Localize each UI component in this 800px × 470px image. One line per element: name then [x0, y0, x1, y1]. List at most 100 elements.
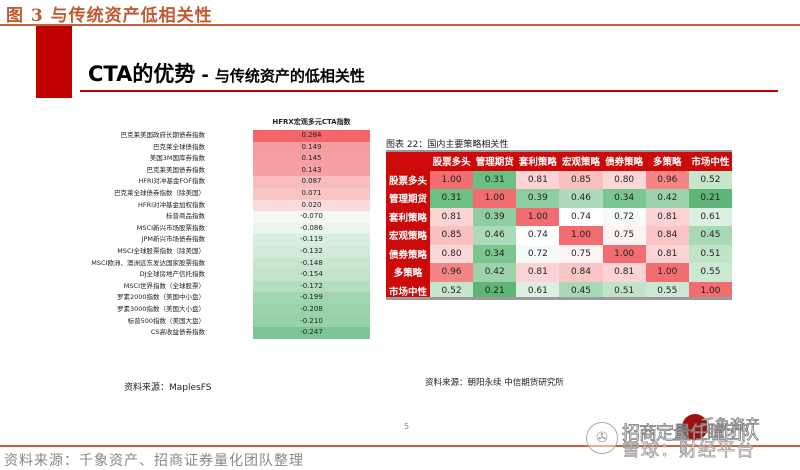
footer-source: 资料来源：千象资产、招商证券量化团队整理: [4, 453, 304, 469]
page-number: 5: [404, 422, 410, 431]
watermark-team: 招商定量任瞳团队: [622, 423, 760, 445]
correlation-cell: 0.46: [559, 189, 603, 208]
correlation-cell: 0.31: [430, 189, 474, 208]
correlation-value: -0.132: [253, 246, 370, 258]
correlation-cell: 0.42: [645, 189, 689, 208]
correlation-cell: 0.55: [645, 281, 689, 300]
row-header: 债券策略: [386, 244, 430, 263]
correlation-cell: 0.51: [688, 244, 732, 263]
row-label: 标普500指数（美国大盘）: [127, 316, 205, 325]
watermark-brand: 千象资产: [700, 416, 761, 435]
row-label: 罗素3000指数（美国大小盘）: [116, 305, 205, 313]
correlation-cell: 0.39: [473, 207, 517, 226]
row-label: 美国3M国库券指数: [149, 154, 205, 163]
correlation-value: 0.071: [253, 188, 370, 200]
row-label: HFRI对冲基金FOF指数: [138, 177, 205, 186]
strategy-table-body: 股票多头 1.00 0.31 0.81 0.85 0.80 0.96 0.52 管理期货 0.31…: [386, 170, 732, 300]
wechat-logo-icon: ✇: [586, 422, 618, 454]
table-row: MSCI新兴市场股票指数 -0.086: [90, 222, 370, 235]
correlation-cell: 0.34: [602, 189, 646, 208]
correlation-cell: 0.21: [473, 281, 517, 300]
row-header: 管理期货: [386, 189, 430, 208]
table-row: JPM新兴市场债券指数 -0.119: [90, 234, 370, 246]
correlation-cell: 0.21: [688, 189, 732, 208]
correlation-cell: 0.80: [430, 244, 474, 263]
table-row: HFRI对冲基金FOF指数 0.087: [90, 176, 370, 188]
slide-title-main: CTA的优势: [88, 62, 196, 86]
correlation-cell: 0.34: [473, 244, 517, 263]
row-label: MSCI欧洲、澳洲远东发达国家股票指数: [91, 258, 205, 267]
row-label: DJ全球房地产信托指数: [139, 270, 205, 279]
table-row: MSCI欧洲、澳洲远东发达国家股票指数 -0.148: [90, 257, 370, 270]
row-header: 套利策略: [386, 207, 430, 226]
correlation-cell: 0.74: [516, 226, 560, 245]
column-header: 管理期货: [473, 152, 517, 171]
correlation-cell: 1.00: [645, 263, 689, 282]
correlation-value: -0.199: [253, 292, 370, 304]
table-corner-cell: [386, 152, 430, 171]
correlation-cell: 0.84: [645, 226, 689, 245]
row-label: MSCI新兴市场股票指数: [136, 223, 205, 232]
table-row: 标普500指数（美国大盘） -0.210: [90, 315, 370, 328]
correlation-value: -0.086: [253, 222, 370, 235]
right-table-source: 资料来源：朝阳永续 中信期货研究所: [425, 378, 564, 388]
column-header: 套利策略: [516, 152, 560, 171]
column-header: 股票多头: [430, 152, 474, 171]
correlation-value: 0.284: [253, 130, 370, 142]
strategy-table-bottom-border: [386, 297, 732, 300]
table-row: 罗素2000指数（美国中小盘） -0.199: [90, 292, 370, 304]
correlation-value: -0.172: [253, 280, 370, 293]
correlation-cell: 0.42: [473, 263, 517, 282]
correlation-cell: 0.52: [430, 281, 474, 300]
table-row: 套利策略 0.81 0.39 1.00 0.74 0.72 0.81 0.61: [386, 207, 732, 226]
table-row: CS高收益债券指数 -0.247: [90, 327, 370, 339]
correlation-cell: 1.00: [559, 226, 603, 245]
table-row: 美国3M国库券指数 0.145: [90, 153, 370, 165]
correlation-cell: 0.52: [688, 170, 732, 189]
title-underline: [80, 90, 778, 92]
correlation-cell: 0.46: [473, 226, 517, 245]
correlation-cell: 0.45: [559, 281, 603, 300]
column-header: 市场中性: [688, 152, 732, 171]
strategy-table-header-row: 股票多头 管理期货 套利策略 宏观策略 债券策略 多策略 市场中性: [386, 152, 732, 171]
correlation-cell: 0.51: [602, 281, 646, 300]
correlation-cell: 0.31: [473, 170, 517, 189]
correlation-value: -0.154: [253, 269, 370, 281]
row-label: HFRI对冲基金加权指数: [137, 200, 205, 209]
brand-circle-icon: [682, 414, 708, 440]
title-accent-bar: [36, 26, 72, 98]
correlation-cell: 0.96: [645, 170, 689, 189]
correlation-cell: 0.55: [688, 263, 732, 282]
row-label: CS高收益债券指数: [150, 328, 205, 337]
figure-caption: 图 3 与传统资产低相关性: [6, 6, 213, 26]
bottom-divider: [0, 445, 800, 447]
correlation-value: -0.148: [253, 257, 370, 270]
correlation-cell: 0.74: [559, 207, 603, 226]
correlation-value: -0.247: [253, 327, 370, 339]
strategy-table-caption: 图表 22：国内主要策略相关性: [386, 140, 509, 150]
correlation-cell: 0.81: [430, 207, 474, 226]
correlation-value: -0.070: [253, 211, 370, 223]
correlation-cell: 0.61: [688, 207, 732, 226]
correlation-cell: 0.39: [516, 189, 560, 208]
row-header: 股票多头: [386, 170, 430, 189]
correlation-cell: 0.81: [602, 263, 646, 282]
correlation-value: -0.119: [253, 234, 370, 246]
table-row: MSCI世界指数（全球股票） -0.172: [90, 280, 370, 293]
row-label: 罗素2000指数（美国中小盘）: [116, 293, 205, 302]
correlation-cell: 0.72: [516, 244, 560, 263]
correlation-value: 0.087: [253, 176, 370, 188]
correlation-cell: 0.81: [645, 207, 689, 226]
left-table-source: 资料来源：MaplesFS: [124, 383, 212, 393]
correlation-cell: 0.81: [516, 170, 560, 189]
row-label: 巴克莱全球债指数: [153, 142, 205, 151]
correlation-value: -0.210: [253, 315, 370, 328]
correlation-value: 0.020: [253, 199, 370, 212]
correlation-cell: 0.85: [430, 226, 474, 245]
row-header: 宏观策略: [386, 226, 430, 245]
table-row: 标普商品指数 -0.070: [90, 211, 370, 223]
row-label: MSCI全球股票指数（除美国）: [117, 247, 205, 255]
column-header: 债券策略: [602, 152, 646, 171]
correlation-cell: 1.00: [688, 281, 732, 300]
row-label: MSCI世界指数（全球股票）: [123, 281, 205, 290]
